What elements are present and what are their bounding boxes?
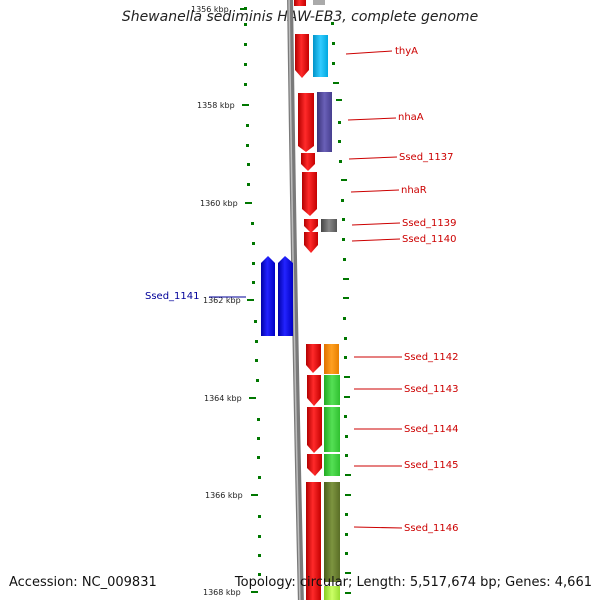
- gene-label: Ssed_1140: [402, 234, 457, 245]
- major-ticks: [240, 8, 258, 593]
- gene-arrow-thyA: [295, 34, 309, 78]
- gene-arrow-Ssed_1144: [307, 407, 322, 453]
- gene-label: Ssed_1146: [404, 523, 459, 534]
- tick-label: 1364 kbp: [204, 394, 242, 403]
- gene-label: Ssed_1144: [404, 424, 459, 435]
- tick-label: 1356 kbp: [191, 5, 229, 14]
- gene-label: Ssed_1141: [145, 291, 200, 302]
- feature-block-next: [324, 586, 340, 600]
- tick-label: 1366 kbp: [205, 491, 243, 500]
- label-leaders: [209, 50, 403, 529]
- feature-block-nhaA: [317, 92, 332, 152]
- tick-label: 1360 kbp: [200, 199, 238, 208]
- feature-block-Ssed_1145: [324, 454, 340, 476]
- gene-label: nhaA: [398, 112, 424, 123]
- tick-label: 1358 kbp: [197, 101, 235, 110]
- gene-arrow-Ssed_1141b: [278, 256, 293, 336]
- feature-block-Ssed_1144: [324, 407, 340, 452]
- gene-label: Ssed_1142: [404, 352, 459, 363]
- gene-label: Ssed_1143: [404, 384, 459, 395]
- gene-arrow-Ssed_1142: [306, 344, 321, 373]
- feature-block-Ssed_1139: [321, 219, 337, 232]
- feature-block-thyA: [313, 35, 328, 77]
- tick-label: 1362 kbp: [203, 296, 241, 305]
- gene-label: Ssed_1145: [404, 460, 459, 471]
- left-ruler: [244, 7, 261, 576]
- gene-arrow-Ssed_1140: [304, 232, 318, 253]
- accession-text: Accession: NC_009831: [9, 575, 157, 590]
- genome-summary: Topology: circular; Length: 5,517,674 bp…: [234, 575, 592, 590]
- right-ruler: [331, 22, 351, 594]
- feature-block-Ssed_1143: [324, 375, 340, 405]
- gene-arrow-Ssed_1145: [307, 454, 322, 476]
- gene-arrow-Ssed_1143: [307, 375, 321, 406]
- tick-label: 1368 kbp: [203, 588, 241, 597]
- reverse-cds-track: [261, 256, 293, 336]
- gene-arrow-nhaR: [302, 172, 317, 216]
- gene-arrow-nhaA: [298, 93, 314, 152]
- gene-label: thyA: [395, 46, 418, 57]
- gene-label: Ssed_1137: [399, 152, 454, 163]
- gene-arrow-Ssed_1146: [306, 482, 321, 600]
- gene-arrow-Ssed_1139: [304, 219, 318, 233]
- genome-backbone: [287, 0, 304, 600]
- feature-block-Ssed_1146: [324, 482, 340, 582]
- gene-label: Ssed_1139: [402, 218, 457, 229]
- gene-label: nhaR: [401, 185, 427, 196]
- feature-block-Ssed_1142: [324, 344, 339, 374]
- genome-backbone-highlight: [288, 0, 301, 600]
- gene-arrow-Ssed_1137: [301, 153, 315, 171]
- feature-track: [313, 35, 340, 600]
- map-title: Shewanella sediminis HAW-EB3, complete g…: [121, 9, 479, 25]
- gene-arrow-Ssed_1141a: [261, 256, 275, 336]
- gene-feature: [313, 0, 325, 5]
- forward-cds-track: [295, 34, 322, 600]
- gene-arrow: [294, 0, 306, 6]
